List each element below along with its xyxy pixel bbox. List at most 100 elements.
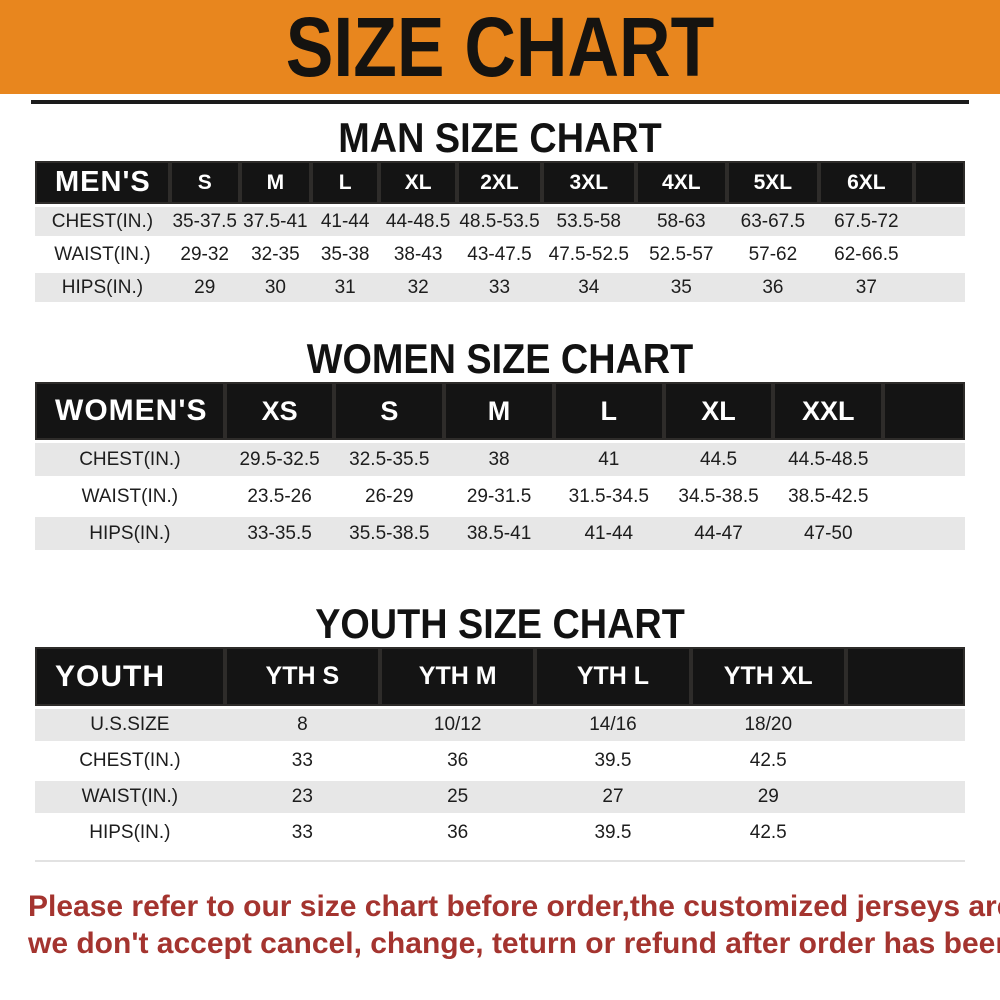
size-table-row: HIPS(IN.) 29 30 31 32 33 34 35 36 37 [35, 271, 965, 306]
size-column-header: 3XL [541, 161, 636, 207]
spacer-cell [913, 271, 965, 306]
size-table-row: CHEST(IN.) 29.5-32.5 32.5-35.5 38 41 44.5 44.5… [35, 441, 965, 480]
size-value-cell: 30 [239, 271, 312, 306]
women-size-section: WOMEN SIZE CHART WOMEN'S XS S M L XL XXL CHEST(… [0, 336, 1000, 554]
table-title-cell: WOMEN'S [35, 382, 225, 443]
size-value-cell: 29 [690, 779, 846, 817]
size-value-cell: 67.5-72 [818, 205, 914, 240]
measurement-label: HIPS(IN.) [35, 271, 170, 306]
size-value-cell: 33 [224, 743, 381, 781]
size-value-cell: 34.5-38.5 [663, 478, 774, 517]
size-table-row: WAIST(IN.) 23.5-26 26-29 29-31.5 31.5-34.5 34… [35, 478, 965, 517]
spacer-cell [883, 441, 965, 480]
size-value-cell: 44-47 [663, 515, 774, 554]
size-value-cell: 36 [726, 271, 819, 306]
measurement-label: WAIST(IN.) [35, 478, 225, 517]
size-value-cell: 18/20 [690, 707, 846, 745]
size-value-cell: 33 [457, 271, 542, 306]
table-title-cell: MEN'S [35, 161, 170, 207]
size-table-row: WAIST(IN.) 29-32 32-35 35-38 38-43 43-47.5 47.… [35, 238, 965, 273]
size-table-row: U.S.SIZE 8 10/12 14/16 18/20 [35, 707, 965, 745]
size-column-header: YTH M [380, 647, 536, 709]
size-value-cell: 14/16 [535, 707, 691, 745]
measurement-label: WAIST(IN.) [35, 238, 170, 273]
size-value-cell: 38 [444, 441, 554, 480]
spacer-cell [913, 161, 965, 207]
measurement-label: HIPS(IN.) [35, 815, 225, 853]
women-section-heading: WOMEN SIZE CHART [306, 335, 694, 382]
size-value-cell: 38.5-42.5 [773, 478, 884, 517]
size-column-header: L [553, 382, 664, 443]
notice-line-2: we don't accept cancel, change, teturn o… [28, 927, 1000, 960]
size-column-header: XXL [773, 382, 884, 443]
women-size-table: WOMEN'S XS S M L XL XXL CHEST(IN.) 29.5-32.5 32.5… [35, 382, 965, 554]
size-value-cell: 10/12 [380, 707, 536, 745]
size-table-header-row: YOUTH YTH S YTH M YTH L YTH XL [35, 647, 965, 709]
youth-size-section: YOUTH SIZE CHART YOUTH YTH S YTH M YTH L YTH… [0, 601, 1000, 862]
banner: SIZE CHART [0, 0, 1000, 94]
size-column-header: S [334, 382, 445, 443]
size-value-cell: 29-32 [169, 238, 240, 273]
spacer-cell [883, 382, 965, 443]
size-table-row: CHEST(IN.) 35-37.5 37.5-41 41-44 44-48.5 48.5… [35, 205, 965, 240]
size-value-cell: 44.5 [663, 441, 774, 480]
size-value-cell: 36 [380, 815, 536, 853]
size-value-cell: 35.5-38.5 [334, 515, 445, 554]
size-table-header-row: MEN'S S M L XL 2XL 3XL 4XL 5XL 6XL [35, 161, 965, 207]
size-value-cell: 8 [224, 707, 381, 745]
size-value-cell: 34 [541, 271, 636, 306]
spacer-cell [845, 779, 965, 817]
size-column-header: M [444, 382, 554, 443]
size-table-row: HIPS(IN.) 33 36 39.5 42.5 [35, 815, 965, 853]
notice-line-1: Please refer to our size chart before or… [28, 890, 1000, 923]
page-title: SIZE CHART [285, 0, 715, 94]
youth-size-table: YOUTH YTH S YTH M YTH L YTH XL U.S.SIZE 8 10/12… [35, 647, 965, 853]
size-value-cell: 44-48.5 [379, 205, 458, 240]
size-column-header: 4XL [635, 161, 727, 207]
size-column-header: M [239, 161, 312, 207]
size-value-cell: 25 [380, 779, 536, 817]
size-value-cell: 31.5-34.5 [553, 478, 664, 517]
spacer-cell [883, 515, 965, 554]
size-value-cell: 63-67.5 [726, 205, 819, 240]
size-value-cell: 29 [169, 271, 240, 306]
size-value-cell: 44.5-48.5 [773, 441, 884, 480]
size-value-cell: 33-35.5 [224, 515, 335, 554]
size-value-cell: 36 [380, 743, 536, 781]
size-value-cell: 58-63 [635, 205, 727, 240]
measurement-label: CHEST(IN.) [35, 205, 170, 240]
men-size-table: MEN'S S M L XL 2XL 3XL 4XL 5XL 6XL CHEST(IN.) 35-37… [35, 161, 965, 306]
order-notice: Please refer to our size chart before or… [28, 888, 1000, 962]
size-value-cell: 38-43 [379, 238, 458, 273]
measurement-label: HIPS(IN.) [35, 515, 225, 554]
measurement-label: CHEST(IN.) [35, 743, 225, 781]
size-column-header: L [311, 161, 380, 207]
size-value-cell: 57-62 [726, 238, 819, 273]
men-section-heading: MAN SIZE CHART [338, 114, 662, 161]
size-value-cell: 41-44 [311, 205, 380, 240]
size-value-cell: 48.5-53.5 [457, 205, 542, 240]
size-value-cell: 41-44 [553, 515, 664, 554]
spacer-cell [913, 238, 965, 273]
spacer-cell [845, 743, 965, 781]
size-table-row: HIPS(IN.) 33-35.5 35.5-38.5 38.5-41 41-44 44-… [35, 515, 965, 554]
table-bottom-line [35, 860, 965, 862]
size-column-header: S [169, 161, 240, 207]
size-column-header: XL [663, 382, 774, 443]
measurement-label: WAIST(IN.) [35, 779, 225, 817]
size-value-cell: 37 [818, 271, 914, 306]
table-title-cell: YOUTH [35, 647, 225, 709]
spacer-cell [913, 205, 965, 240]
size-value-cell: 23.5-26 [224, 478, 335, 517]
size-column-header: XL [379, 161, 458, 207]
youth-section-heading: YOUTH SIZE CHART [315, 600, 685, 647]
spacer-cell [845, 707, 965, 745]
size-column-header: 2XL [457, 161, 542, 207]
spacer-cell [883, 478, 965, 517]
size-value-cell: 29.5-32.5 [224, 441, 335, 480]
size-value-cell: 32-35 [239, 238, 312, 273]
spacer-cell [845, 647, 965, 709]
measurement-label: U.S.SIZE [35, 707, 225, 745]
size-value-cell: 47-50 [773, 515, 884, 554]
